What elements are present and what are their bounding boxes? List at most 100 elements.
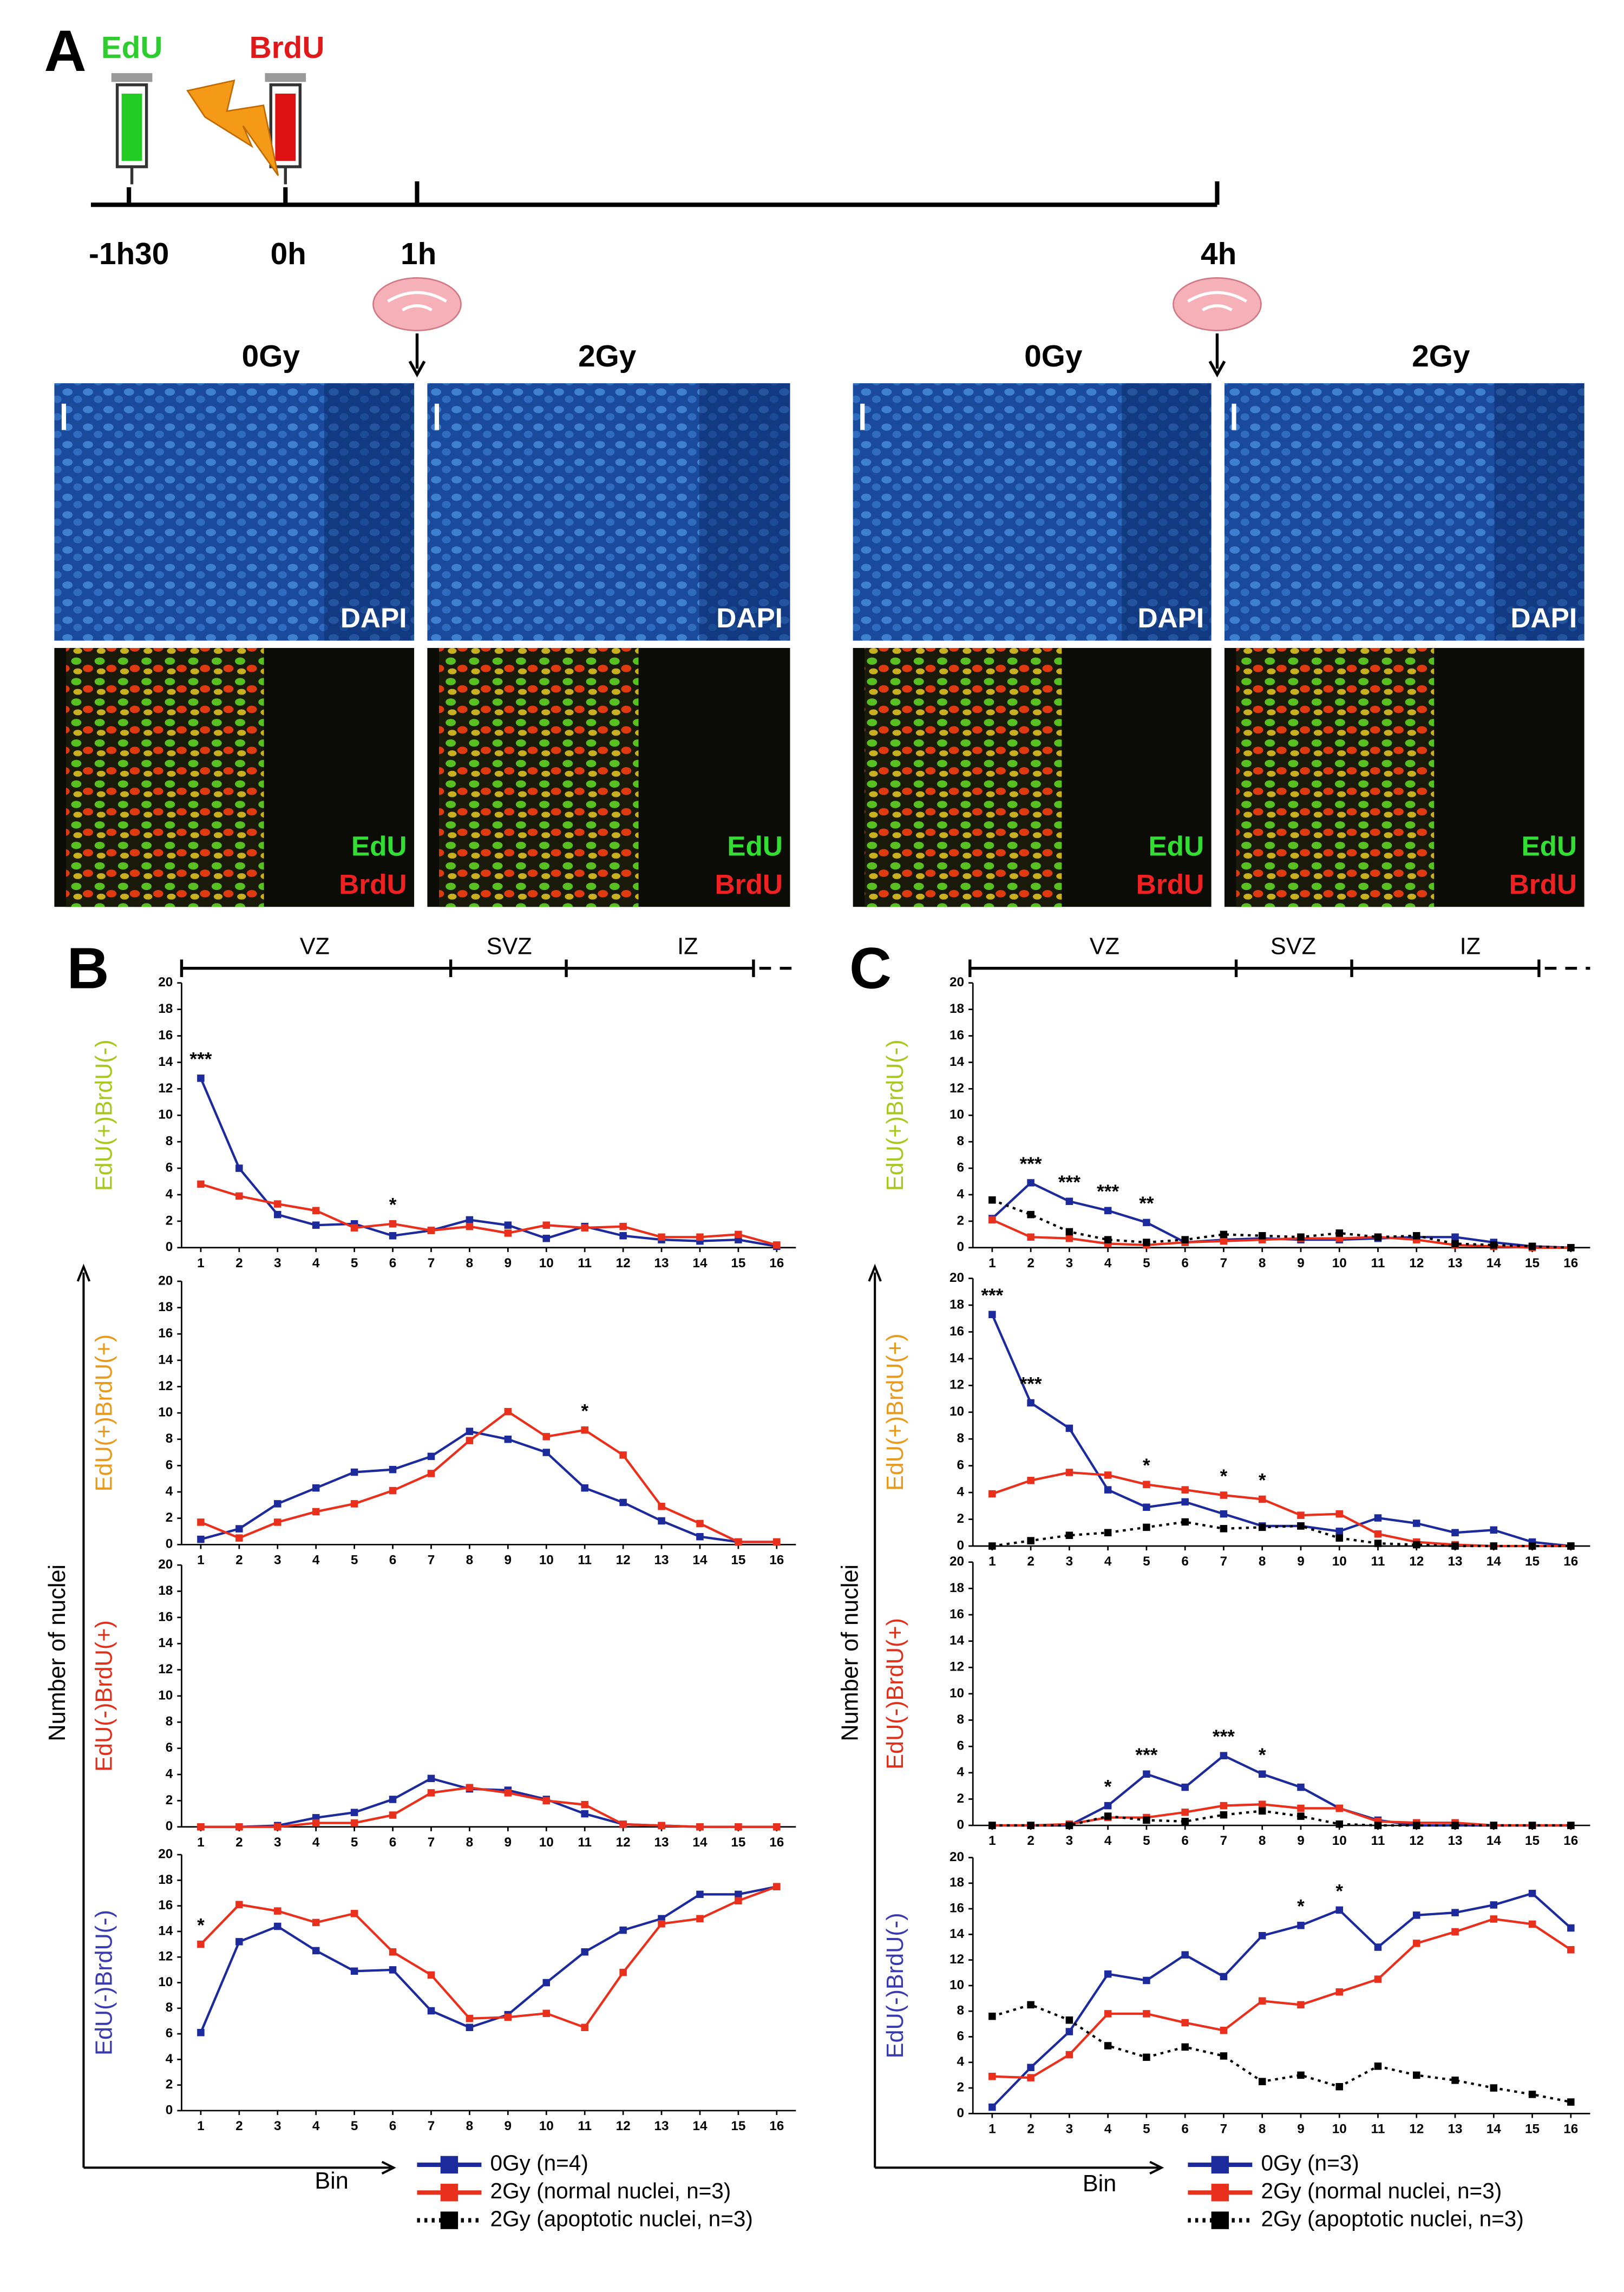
panel-label: B xyxy=(67,935,109,1000)
x-tick-label: 10 xyxy=(539,1835,554,1850)
fluorescence-cells xyxy=(66,647,264,907)
data-point xyxy=(350,1224,358,1232)
x-tick-label: 6 xyxy=(389,1835,397,1850)
data-point xyxy=(1220,1525,1228,1533)
significance: *** xyxy=(189,1049,212,1070)
x-tick-label: 14 xyxy=(692,1553,708,1567)
injection-label: EdU xyxy=(101,31,162,65)
data-point xyxy=(312,1819,320,1827)
data-point xyxy=(1181,1498,1189,1506)
data-point xyxy=(197,1823,205,1831)
stain-label: BrdU xyxy=(715,869,782,900)
y-tick-label: 6 xyxy=(166,1458,173,1472)
x-tick-label: 8 xyxy=(466,1256,474,1271)
data-point xyxy=(1104,1471,1112,1479)
y-tick-label: 10 xyxy=(158,1975,173,1989)
dapi-shade xyxy=(324,383,415,641)
data-point xyxy=(466,2023,474,2032)
y-tick-label: 18 xyxy=(949,1297,964,1312)
x-tick-label: 7 xyxy=(428,1835,435,1850)
data-point xyxy=(735,1823,742,1831)
data-point xyxy=(1143,1239,1150,1246)
data-point xyxy=(466,1216,474,1224)
data-point xyxy=(389,1220,397,1228)
x-tick-label: 7 xyxy=(1220,1833,1228,1848)
data-point xyxy=(658,1233,665,1241)
y-tick-label: 16 xyxy=(158,1028,173,1043)
data-point xyxy=(1143,1770,1150,1778)
data-point xyxy=(1297,1511,1305,1519)
data-point xyxy=(312,1221,320,1229)
axis-arrow-head xyxy=(76,1263,91,1282)
y-tick-label: 4 xyxy=(166,1187,173,1201)
data-point xyxy=(1027,1537,1034,1544)
data-point xyxy=(1065,1531,1073,1539)
data-point xyxy=(427,1227,435,1234)
data-point xyxy=(1490,2084,1498,2092)
x-tick-label: 3 xyxy=(1066,2122,1073,2137)
legend-label: 2Gy (apoptotic nuclei, n=3) xyxy=(490,2206,753,2231)
y-axis-label: EdU(-)BrdU(-) xyxy=(91,1910,117,2055)
y-tick-label: 18 xyxy=(949,1581,964,1595)
x-tick-label: 4 xyxy=(1104,1833,1112,1848)
x-tick-label: 9 xyxy=(505,1553,512,1567)
stain-label: EdU xyxy=(1148,831,1204,862)
data-point xyxy=(389,1811,397,1819)
x-tick-label: 9 xyxy=(1297,1256,1305,1271)
data-point xyxy=(1528,1822,1536,1829)
x-tick-label: 12 xyxy=(616,1256,631,1271)
significance: * xyxy=(1104,1776,1112,1797)
data-point xyxy=(1413,1911,1420,1919)
x-tick-label: 2 xyxy=(235,1553,243,1567)
x-tick-label: 10 xyxy=(539,2119,554,2133)
data-point xyxy=(773,1883,781,1890)
data-point xyxy=(1413,1541,1420,1549)
data-point xyxy=(1258,1770,1266,1778)
x-tick-label: 8 xyxy=(1259,1833,1266,1848)
data-point xyxy=(197,1535,205,1543)
data-point xyxy=(1374,1822,1382,1829)
y-tick-label: 2 xyxy=(957,2080,964,2094)
data-point xyxy=(1027,1822,1034,1829)
x-tick-label: 15 xyxy=(731,1835,745,1850)
x-tick-label: 5 xyxy=(1143,1256,1150,1271)
x-tick-label: 13 xyxy=(654,2119,669,2133)
legend-marker xyxy=(440,2211,459,2229)
data-point xyxy=(1258,1495,1266,1503)
y-tick-label: 6 xyxy=(957,1160,964,1175)
data-point xyxy=(389,1486,397,1495)
y-tick-label: 20 xyxy=(949,1271,964,1285)
series-line xyxy=(200,1410,777,1543)
y-tick-label: 6 xyxy=(166,1740,173,1755)
timepoint: 0h xyxy=(271,237,306,271)
zone-label: SVZ xyxy=(1271,933,1316,959)
y-tick-label: 8 xyxy=(957,1431,964,1446)
data-point xyxy=(988,1311,996,1319)
data-point xyxy=(427,1789,435,1797)
data-point xyxy=(1258,1931,1266,1940)
data-point xyxy=(274,1922,281,1930)
data-point xyxy=(350,1910,358,1917)
data-point xyxy=(427,1971,435,1979)
x-tick-label: 10 xyxy=(1332,1256,1347,1271)
data-point xyxy=(1335,1988,1343,1996)
data-point xyxy=(1104,1812,1112,1820)
y-tick-label: 4 xyxy=(957,2054,964,2069)
series-line xyxy=(992,2003,1571,2104)
data-point xyxy=(1451,1233,1459,1241)
x-tick-label: 13 xyxy=(654,1553,669,1567)
data-point xyxy=(735,1897,742,1904)
data-point xyxy=(581,1800,588,1809)
data-point xyxy=(619,1451,627,1459)
y-tick-label: 6 xyxy=(957,1458,964,1472)
series-line xyxy=(200,1786,777,1828)
data-point xyxy=(619,1820,627,1828)
x-tick-label: 6 xyxy=(1181,1554,1189,1569)
data-point xyxy=(1413,1232,1420,1240)
data-point xyxy=(1451,1909,1459,1916)
data-point xyxy=(504,1789,512,1797)
data-point xyxy=(389,1796,397,1803)
x-tick-label: 10 xyxy=(539,1553,554,1567)
syringe-edu xyxy=(111,73,153,185)
